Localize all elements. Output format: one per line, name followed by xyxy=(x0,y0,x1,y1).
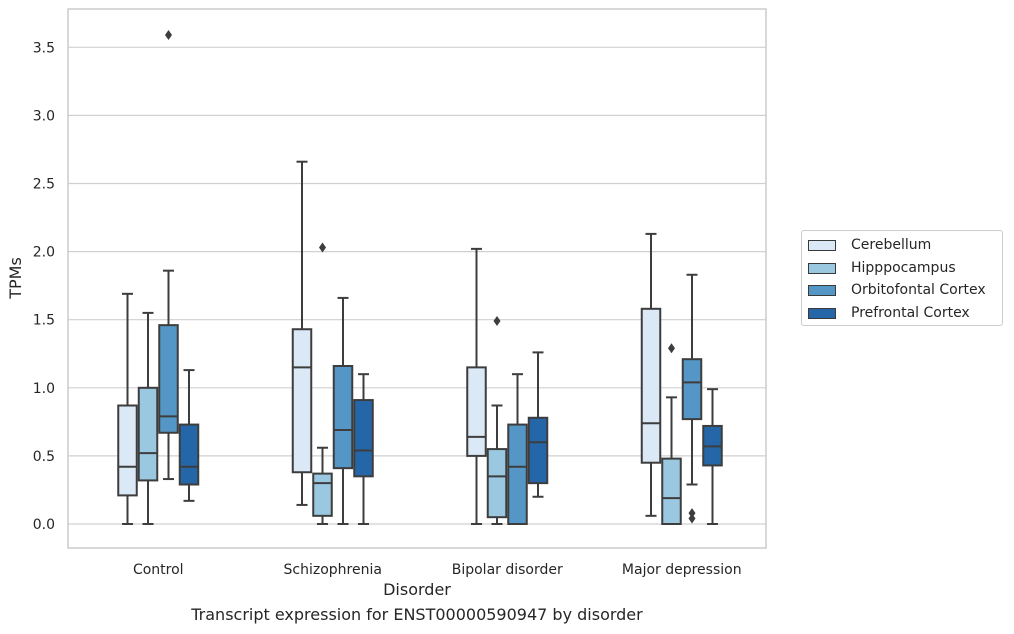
legend-item-prefrontal: Prefrontal Cortex xyxy=(808,302,970,324)
y-tick-label: 1.0 xyxy=(33,381,55,397)
x-tick-labels: Control Schizophrenia Bipolar disorder Majo… xyxy=(133,562,742,578)
box-iqr xyxy=(486,448,508,519)
legend-item-cerebellum: Cerebellum xyxy=(808,234,931,256)
y-tick-label: 2.5 xyxy=(33,177,55,193)
box-iqr xyxy=(291,328,313,474)
legend-swatch xyxy=(808,239,836,251)
legend-item-orbitofrontal: Orbitofontal Cortex xyxy=(808,279,986,301)
box-iqr xyxy=(353,399,374,478)
y-tick-label: 0.0 xyxy=(33,517,55,533)
outlier-point xyxy=(668,343,675,354)
y-tick-label: 2.0 xyxy=(33,245,55,261)
box-iqr xyxy=(178,423,200,486)
y-axis-label: TPMs xyxy=(6,257,25,300)
box-iqr xyxy=(312,472,333,517)
y-tick-label: 3.0 xyxy=(33,108,55,124)
box-orbitofontal-cortex xyxy=(158,30,179,481)
box-hipppocampus xyxy=(661,343,682,525)
box-cerebellum xyxy=(466,247,487,525)
x-tick-label: Control xyxy=(133,562,184,578)
box-cerebellum xyxy=(291,160,313,506)
box-cerebellum xyxy=(640,232,662,517)
box-iqr xyxy=(158,324,179,434)
box-hipppocampus xyxy=(312,242,333,525)
outlier-point xyxy=(165,30,172,41)
x-tick-label: Bipolar disorder xyxy=(452,562,563,578)
box-orbitofontal-cortex xyxy=(507,373,528,526)
box-orbitofontal-cortex xyxy=(681,273,703,524)
box-prefrontal-cortex xyxy=(527,351,549,498)
box-groups xyxy=(117,30,723,526)
figure-caption: Transcript expression for ENST0000059094… xyxy=(191,605,643,624)
box-iqr xyxy=(661,457,682,525)
box-prefrontal-cortex xyxy=(178,369,200,502)
box-iqr xyxy=(137,386,159,482)
box-iqr xyxy=(117,404,138,497)
y-tick-label: 1.5 xyxy=(33,313,55,329)
box-prefrontal-cortex xyxy=(353,373,374,525)
box-iqr xyxy=(507,423,528,526)
box-hipppocampus xyxy=(137,311,159,525)
legend-swatch xyxy=(808,307,836,319)
x-tick-label: Schizophrenia xyxy=(284,562,382,578)
outlier-point xyxy=(493,316,501,327)
legend-label: Prefrontal Cortex xyxy=(851,305,970,321)
box-iqr xyxy=(332,365,354,470)
legend: Cerebellum Hipppocampus Orbitofontal Cor… xyxy=(801,230,1003,326)
x-tick-label: Major depression xyxy=(622,562,742,578)
y-tick-label: 3.5 xyxy=(33,40,55,56)
box-iqr xyxy=(640,307,662,464)
x-axis-label: Disorder xyxy=(383,580,451,599)
plot-frame xyxy=(67,8,767,549)
legend-swatch xyxy=(808,284,836,296)
outlier-point xyxy=(688,513,696,524)
y-tick-label: 0.5 xyxy=(33,449,55,465)
box-iqr xyxy=(681,358,703,421)
outlier-point xyxy=(688,508,696,519)
legend-swatch xyxy=(808,262,836,274)
legend-label: Hipppocampus xyxy=(851,260,956,276)
box-cerebellum xyxy=(117,292,138,525)
box-orbitofontal-cortex xyxy=(332,296,354,525)
box-hipppocampus xyxy=(486,316,508,525)
legend-item-hippocampus: Hipppocampus xyxy=(808,257,956,279)
grid-lines xyxy=(68,46,766,525)
box-iqr xyxy=(466,366,487,457)
outlier-point xyxy=(319,242,326,253)
legend-label: Cerebellum xyxy=(851,237,932,253)
box-iqr xyxy=(527,416,549,485)
box-prefrontal-cortex xyxy=(702,388,723,525)
y-tick-labels: 0.0 0.5 1.0 1.5 2.0 2.5 3.0 3.5 xyxy=(33,40,55,533)
legend-label: Orbitofontal Cortex xyxy=(851,282,986,298)
